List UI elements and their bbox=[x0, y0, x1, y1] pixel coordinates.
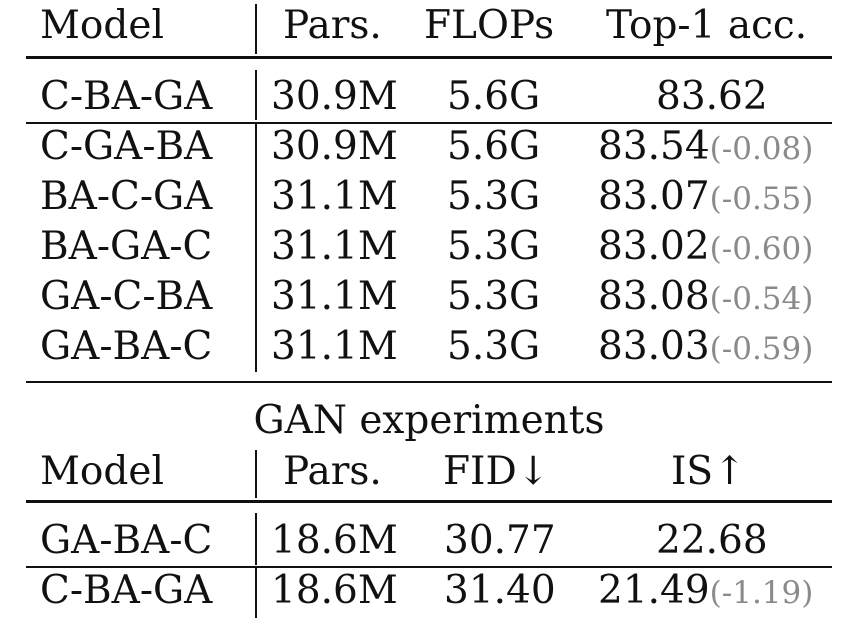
gan-row-fid: 31.40 bbox=[444, 568, 556, 613]
row-top1-acc: 83.08(-0.54) bbox=[598, 277, 813, 316]
acc-delta: (-0.60) bbox=[709, 231, 814, 267]
header-top1-acc: Top-1 acc. bbox=[606, 3, 808, 48]
gan-baseline-model: GA-BA-C bbox=[40, 518, 213, 563]
row-params: 31.1M bbox=[271, 224, 398, 269]
acc-delta: (-0.55) bbox=[709, 181, 814, 217]
baseline-model: C-BA-GA bbox=[40, 74, 213, 119]
row-top1-acc: 83.54(-0.08) bbox=[598, 127, 813, 166]
header-rule bbox=[26, 56, 832, 59]
baseline-separator bbox=[255, 70, 257, 120]
gan-baseline-rule bbox=[26, 566, 832, 568]
gan-row-is: 21.49(-1.19) bbox=[598, 571, 813, 610]
gan-header-rule bbox=[26, 500, 832, 503]
gan-baseline-is: 22.68 bbox=[656, 518, 768, 563]
header-model: Model bbox=[40, 3, 164, 48]
row-model: GA-BA-C bbox=[40, 324, 213, 369]
gan-header-is: IS↑ bbox=[671, 449, 746, 494]
row-flops: 5.3G bbox=[447, 274, 541, 319]
rows-separator bbox=[255, 124, 257, 372]
baseline-params: 30.9M bbox=[271, 74, 398, 119]
acc-delta: (-0.08) bbox=[709, 131, 814, 167]
row-flops: 5.3G bbox=[447, 324, 541, 369]
acc-value: 83.07 bbox=[598, 174, 710, 219]
row-flops: 5.3G bbox=[447, 224, 541, 269]
acc-delta: (-0.59) bbox=[709, 331, 814, 367]
row-params: 31.1M bbox=[271, 324, 398, 369]
acc-value: 83.08 bbox=[598, 274, 710, 319]
gan-header-separator bbox=[255, 450, 257, 498]
row-model: C-GA-BA bbox=[40, 124, 213, 169]
is-value: 21.49 bbox=[598, 568, 710, 613]
acc-delta: (-0.54) bbox=[709, 281, 814, 317]
header-params: Pars. bbox=[283, 3, 382, 48]
baseline-rule bbox=[26, 122, 832, 124]
row-params: 31.1M bbox=[271, 174, 398, 219]
row-model: BA-GA-C bbox=[40, 224, 213, 269]
gan-row-params: 18.6M bbox=[271, 568, 398, 613]
gan-rows-separator bbox=[255, 568, 257, 618]
gan-header-model: Model bbox=[40, 449, 164, 494]
row-params: 31.1M bbox=[271, 274, 398, 319]
acc-value: 83.03 bbox=[598, 324, 710, 369]
row-top1-acc: 83.03(-0.59) bbox=[598, 327, 813, 366]
gan-baseline-separator bbox=[255, 513, 257, 565]
is-delta: (-1.19) bbox=[709, 575, 814, 611]
bottom-rule bbox=[26, 381, 832, 383]
gan-row-model: C-BA-GA bbox=[40, 568, 213, 613]
gan-header-fid: FID↓ bbox=[443, 449, 550, 494]
row-model: BA-C-GA bbox=[40, 174, 213, 219]
gan-baseline-params: 18.6M bbox=[271, 518, 398, 563]
header-flops: FLOPs bbox=[424, 3, 555, 48]
baseline-acc: 83.62 bbox=[656, 74, 768, 119]
gan-header-params: Pars. bbox=[283, 449, 382, 494]
acc-value: 83.02 bbox=[598, 224, 710, 269]
row-model: GA-C-BA bbox=[40, 274, 213, 319]
row-params: 30.9M bbox=[271, 124, 398, 169]
row-top1-acc: 83.07(-0.55) bbox=[598, 177, 813, 216]
gan-title: GAN experiments bbox=[253, 398, 605, 443]
baseline-flops: 5.6G bbox=[447, 74, 541, 119]
header-separator bbox=[255, 4, 257, 54]
gan-baseline-fid: 30.77 bbox=[444, 518, 556, 563]
row-top1-acc: 83.02(-0.60) bbox=[598, 227, 813, 266]
acc-value: 83.54 bbox=[598, 124, 710, 169]
row-flops: 5.6G bbox=[447, 124, 541, 169]
row-flops: 5.3G bbox=[447, 174, 541, 219]
